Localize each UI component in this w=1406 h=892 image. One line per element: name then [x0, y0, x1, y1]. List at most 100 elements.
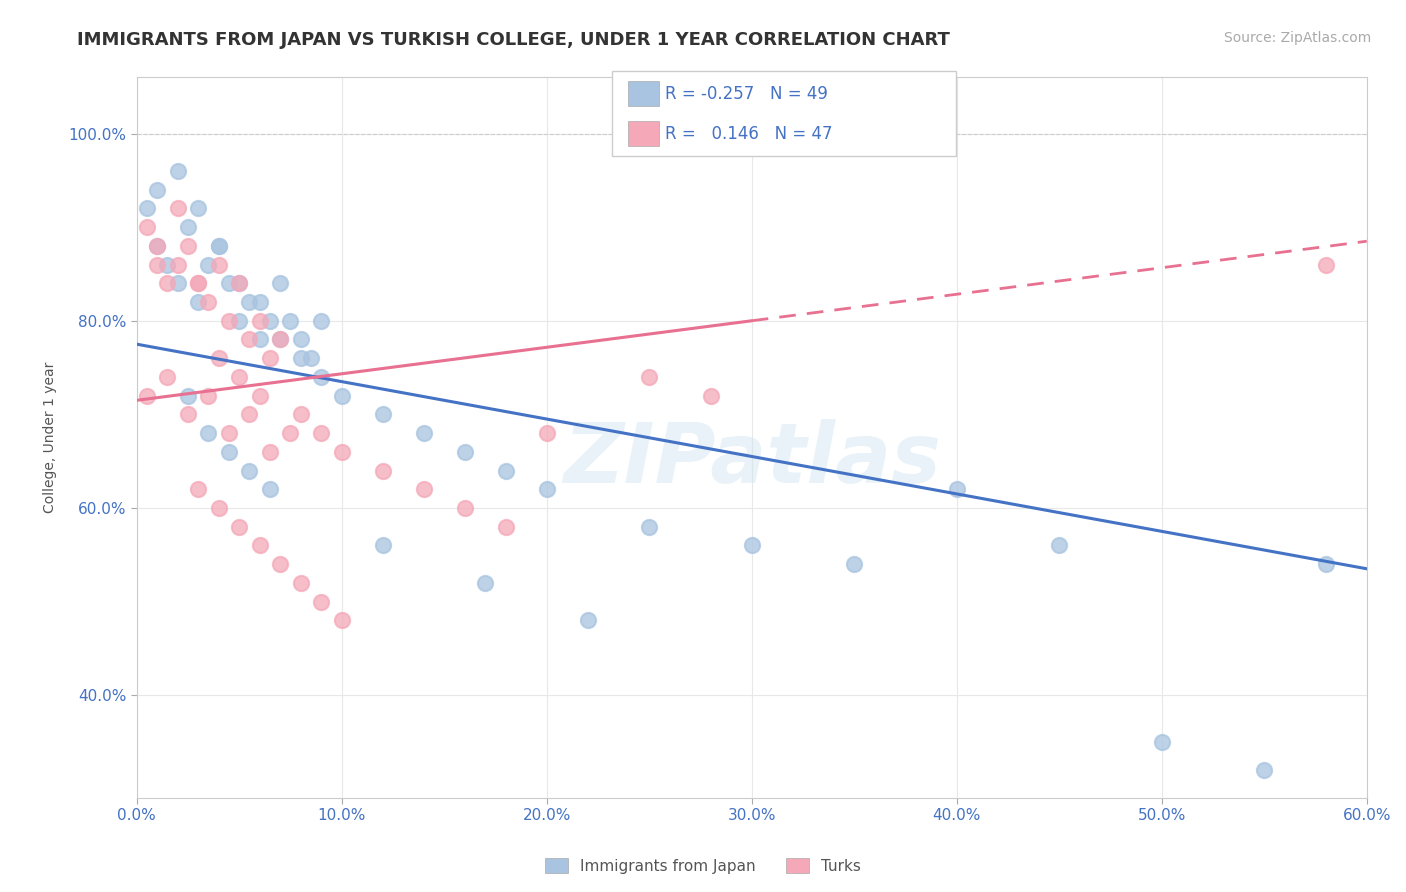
Point — [197, 258, 219, 272]
Point — [453, 444, 475, 458]
Point — [330, 613, 353, 627]
Point — [228, 519, 250, 533]
Point — [945, 482, 967, 496]
Point — [187, 295, 209, 310]
Point — [495, 463, 517, 477]
Point — [371, 463, 394, 477]
Point — [309, 426, 332, 441]
Point — [1315, 557, 1337, 571]
Point — [259, 444, 281, 458]
Point — [280, 314, 302, 328]
Legend: Immigrants from Japan, Turks: Immigrants from Japan, Turks — [538, 852, 868, 880]
Point — [238, 463, 260, 477]
Point — [699, 389, 721, 403]
Point — [166, 277, 188, 291]
Text: Source: ZipAtlas.com: Source: ZipAtlas.com — [1223, 31, 1371, 45]
Point — [259, 482, 281, 496]
Text: R = -0.257   N = 49: R = -0.257 N = 49 — [665, 85, 828, 103]
Point — [177, 408, 200, 422]
Point — [208, 258, 231, 272]
Point — [280, 426, 302, 441]
Point — [412, 426, 434, 441]
Point — [1150, 735, 1173, 749]
Point — [156, 258, 179, 272]
Point — [412, 482, 434, 496]
Point — [177, 389, 200, 403]
Point — [249, 333, 271, 347]
Point — [638, 519, 661, 533]
Point — [177, 239, 200, 253]
Point — [309, 370, 332, 384]
Point — [135, 220, 157, 235]
Point — [1315, 258, 1337, 272]
Point — [228, 277, 250, 291]
Point — [218, 277, 240, 291]
Point — [536, 426, 558, 441]
Point — [330, 389, 353, 403]
Point — [218, 314, 240, 328]
Point — [249, 295, 271, 310]
Point — [238, 295, 260, 310]
Point — [290, 351, 312, 366]
Point — [259, 351, 281, 366]
Point — [269, 277, 291, 291]
Point — [135, 202, 157, 216]
Point — [290, 575, 312, 590]
Point — [249, 314, 271, 328]
Point — [146, 258, 169, 272]
Point — [208, 500, 231, 515]
Point — [177, 220, 200, 235]
Point — [269, 333, 291, 347]
Point — [638, 370, 661, 384]
Text: ZIPatlas: ZIPatlas — [562, 419, 941, 500]
Point — [146, 183, 169, 197]
Point — [218, 444, 240, 458]
Y-axis label: College, Under 1 year: College, Under 1 year — [44, 362, 58, 514]
Point — [166, 202, 188, 216]
Point — [146, 239, 169, 253]
Point — [536, 482, 558, 496]
Point — [228, 370, 250, 384]
Point — [187, 202, 209, 216]
Point — [309, 594, 332, 608]
Text: IMMIGRANTS FROM JAPAN VS TURKISH COLLEGE, UNDER 1 YEAR CORRELATION CHART: IMMIGRANTS FROM JAPAN VS TURKISH COLLEGE… — [77, 31, 950, 49]
Point — [299, 351, 322, 366]
Point — [290, 408, 312, 422]
Point — [371, 538, 394, 552]
Point — [249, 538, 271, 552]
Point — [1253, 763, 1275, 777]
Text: R =   0.146   N = 47: R = 0.146 N = 47 — [665, 125, 832, 143]
Point — [166, 258, 188, 272]
Point — [208, 351, 231, 366]
Point — [269, 333, 291, 347]
Point — [187, 277, 209, 291]
Point — [187, 277, 209, 291]
Point — [1047, 538, 1070, 552]
Point — [238, 333, 260, 347]
Point — [146, 239, 169, 253]
Point — [238, 408, 260, 422]
Point — [228, 277, 250, 291]
Point — [156, 277, 179, 291]
Point — [166, 164, 188, 178]
Point — [309, 314, 332, 328]
Point — [208, 239, 231, 253]
Point — [269, 557, 291, 571]
Point — [495, 519, 517, 533]
Point — [371, 408, 394, 422]
Point — [187, 482, 209, 496]
Point — [474, 575, 496, 590]
Point — [228, 314, 250, 328]
Point — [218, 426, 240, 441]
Point — [197, 389, 219, 403]
Point — [259, 314, 281, 328]
Point — [453, 500, 475, 515]
Point — [741, 538, 763, 552]
Point — [197, 426, 219, 441]
Point — [330, 444, 353, 458]
Point — [208, 239, 231, 253]
Point — [197, 295, 219, 310]
Point — [156, 370, 179, 384]
Point — [576, 613, 599, 627]
Point — [135, 389, 157, 403]
